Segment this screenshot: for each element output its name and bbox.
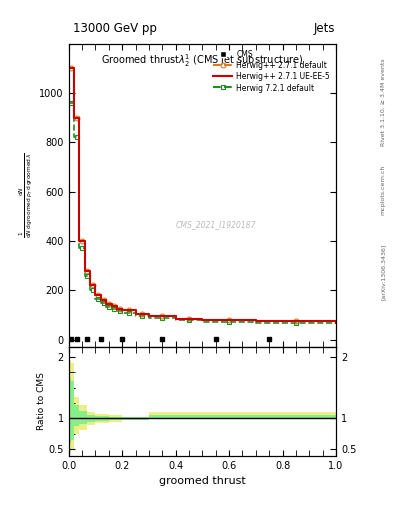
Text: CMS_2021_I1920187: CMS_2021_I1920187 xyxy=(176,220,256,229)
Legend: CMS, Herwig++ 2.7.1 default, Herwig++ 2.7.1 UE-EE-5, Herwig 7.2.1 default: CMS, Herwig++ 2.7.1 default, Herwig++ 2.… xyxy=(211,47,332,95)
Y-axis label: Ratio to CMS: Ratio to CMS xyxy=(37,373,46,431)
Text: Rivet 3.1.10, ≥ 3.4M events: Rivet 3.1.10, ≥ 3.4M events xyxy=(381,58,386,146)
Text: mcplots.cern.ch: mcplots.cern.ch xyxy=(381,164,386,215)
Y-axis label: $\frac{1}{\mathrm{d}N}\frac{\mathrm{d}N}{\mathrm{d}\,\mathrm{groomed}\,p_T\,\mat: $\frac{1}{\mathrm{d}N}\frac{\mathrm{d}N}… xyxy=(18,153,35,238)
Text: Jets: Jets xyxy=(314,22,335,35)
Text: Groomed thrust$\lambda_2^1$ (CMS jet substructure): Groomed thrust$\lambda_2^1$ (CMS jet sub… xyxy=(101,53,304,70)
Text: [arXiv:1306.3436]: [arXiv:1306.3436] xyxy=(381,243,386,300)
Text: 13000 GeV pp: 13000 GeV pp xyxy=(73,22,156,35)
X-axis label: groomed thrust: groomed thrust xyxy=(159,476,246,486)
